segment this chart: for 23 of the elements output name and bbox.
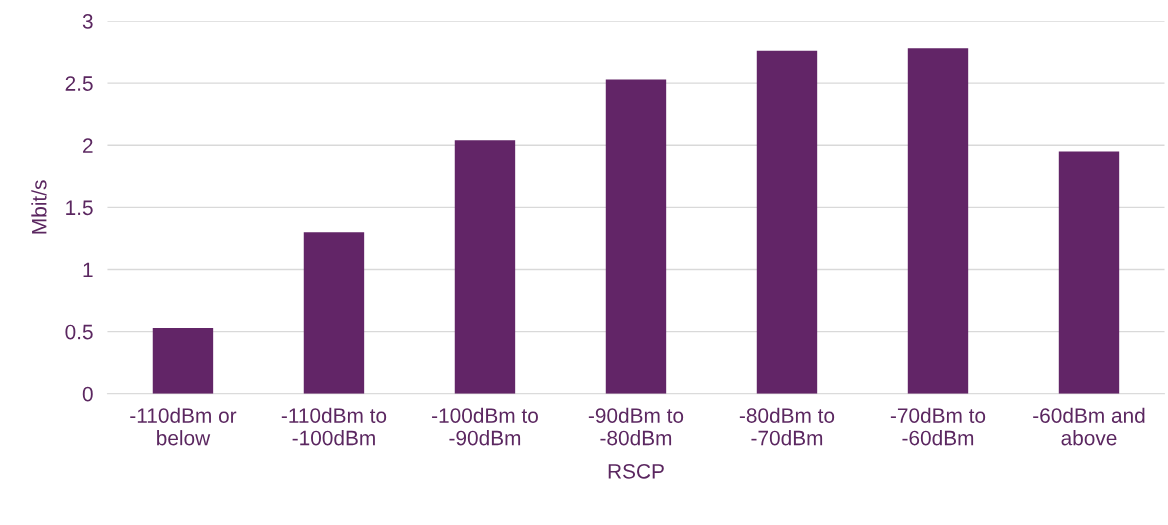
y-tick-label: 1 [83,262,93,278]
x-tick-label: -60dBm and above [1033,407,1145,446]
x-tick-label: -90dBm to -80dBm [588,407,684,446]
y-axis-title: Mbit/s [31,180,47,234]
x-tick-label: -80dBm to -70dBm [739,407,835,446]
bar [152,327,214,394]
x-tick-label: -70dBm to -60dBm [890,407,986,446]
x-tick-label: -100dBm to -90dBm [432,407,538,446]
bar [303,232,365,394]
y-tick-label: 2.5 [65,76,93,91]
y-tick-label: 1.5 [66,200,93,216]
bar [1058,151,1120,394]
x-tick-label: -110dBm or below [130,407,237,446]
bar [907,48,969,394]
bar [756,50,818,394]
bar [605,79,667,394]
y-tick-label: 3 [82,14,93,29]
y-tick-label: 0.5 [65,324,93,340]
x-tick-label: -110dBm to -100dBm [281,407,387,446]
x-axis-title: RSCP [608,463,664,479]
y-tick-label: 2 [83,138,93,153]
bar [454,140,516,394]
y-tick-label: 0 [82,386,93,402]
